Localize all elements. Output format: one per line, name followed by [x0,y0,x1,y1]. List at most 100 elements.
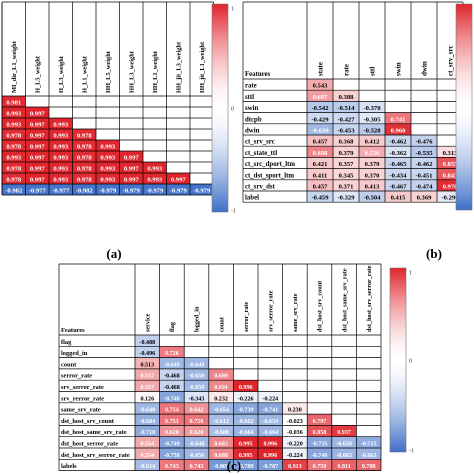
cell-value: 0.751 [165,419,179,425]
cell-value: 0.993 [100,155,116,162]
cell-value: -0.465 [389,161,407,168]
column-header: dst_host_same_srv_rate [341,268,348,332]
cell-value: 0.554 [140,453,154,459]
column-header: flag [169,321,176,332]
cell-value: 0.996 [263,453,277,459]
heatmap-cell [119,173,143,184]
cell-value: -0.023 [287,419,303,425]
cell-value: 0.855 [443,161,459,168]
row-label: serror_rate [61,373,92,380]
cell-value: -0.979 [193,188,211,195]
cell-value: 0.981 [6,100,21,107]
cell-value: -0.343 [189,396,205,402]
corner-label: Features [61,327,85,334]
cell-value: -0.224 [287,453,303,459]
cell-value: 0.683 [214,442,228,448]
row-label: dtcpb [245,116,262,123]
column-header: srv_serror_rate [267,290,274,332]
column-header: sttl [368,67,376,76]
column-header: HH_L1_weight [152,50,159,93]
heatmap-cell [159,414,185,426]
heatmap-cell [385,157,411,169]
cell-value: 0.411 [313,172,327,179]
cell-value: 0.371 [339,184,354,191]
cell-value: 0.557 [140,385,154,391]
cell-value: 0.379 [339,150,355,157]
cell-value: -0.535 [415,150,433,157]
heatmap-cell [333,112,359,124]
cell-value: 0.993 [53,155,69,162]
cell-value: -0.476 [415,139,433,146]
heatmap-cell [184,436,209,448]
cell-value: -0.977 [29,188,47,195]
heatmap-cell [119,162,143,173]
heatmap-cell [307,101,333,113]
cell-value: 0.688 [214,453,228,459]
heatmap-cell [159,380,185,392]
cell-value: 0.689 [214,374,228,380]
heatmap-cell [184,425,209,437]
heatmap-cell [184,357,209,369]
cell-value: -0.036 [287,430,303,436]
heatmap-cell [385,191,411,203]
heatmap-cell [233,436,258,448]
cell-value: 0.997 [124,177,140,184]
colorbar-tick: 1 [231,7,234,13]
cell-value: 0.996 [263,442,277,448]
heatmap-cell [72,129,96,140]
heatmap-cell [282,425,308,437]
heatmap-cell [331,436,357,448]
heatmap-cell [208,402,234,415]
cell-value: -0.739 [238,408,254,414]
cell-value: -0.740 [312,453,328,459]
heatmap-cell [258,459,283,471]
panel-label: (a) [106,246,121,261]
cell-value: -0.226 [238,396,254,402]
row-label: labels [61,463,77,470]
cell-value: -0.664 [262,430,278,436]
cell-value: 0.993 [100,166,116,173]
cell-value: -0.329 [337,195,355,202]
column-header: state [316,62,324,76]
cell-value: -0.612 [213,419,229,425]
heatmap-cell [437,191,463,203]
heatmap-cell [208,436,234,448]
heatmap-cell [159,436,185,448]
heatmap-cell [359,123,385,135]
cell-value: 0.743 [190,464,204,470]
heatmap-cell [258,391,283,403]
heatmap-cell [25,151,49,162]
heatmap-cell [333,157,359,169]
heatmap-cell [135,436,160,448]
cell-value: -0.654 [262,419,278,425]
cell-value: -0.608 [213,430,229,436]
column-header: same_srv_rate [292,293,299,332]
column-header: H_L3_weight [58,55,65,93]
cell-value: 0.997 [30,166,46,173]
heatmap-cell [135,391,160,403]
cell-value: 0.993 [53,122,69,129]
heatmap-cell [282,436,308,448]
heatmap-cell [25,184,49,195]
colorbar-tick: 0 [231,107,234,113]
heatmap-cell [49,162,73,173]
cell-value: -0.639 [311,128,329,135]
colorbar-tick: -1 [409,449,414,455]
heatmap-cell [184,368,209,381]
column-header: MI_dir_L1_weight [11,40,18,93]
cell-value: -0.715 [361,442,377,448]
cell-value: 0.993 [53,166,69,173]
cell-value: 0.313 [443,150,459,157]
cell-value: 0.698 [313,150,329,157]
heatmap-cell [307,191,333,203]
cell-value: -0.654 [213,408,229,414]
heatmap-cell [411,135,437,147]
row-label: count [61,361,77,368]
cell-value: 0.937 [337,430,351,436]
column-header: dwin [420,61,428,76]
heatmap-cell [411,179,437,191]
row-label: ct_dst_sport_ltm [245,172,294,179]
cell-value: -0.749 [164,442,180,448]
heatmap-cell [135,357,160,369]
